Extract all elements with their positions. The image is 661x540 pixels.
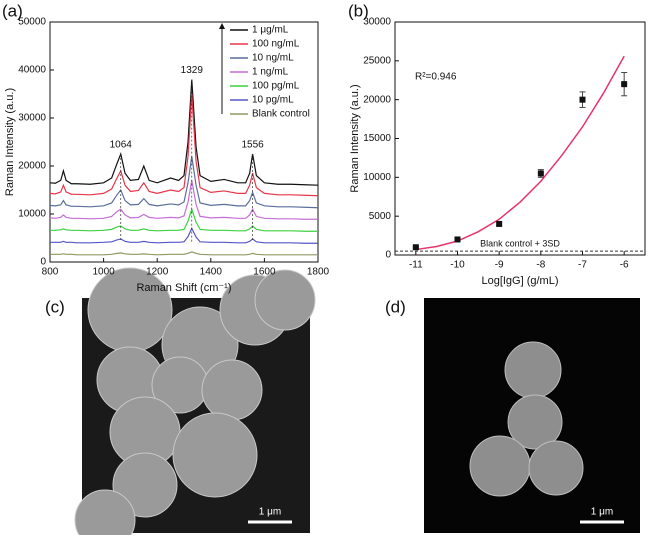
y-tick-label: 40000 [18, 65, 46, 76]
y-tick-label: 10000 [18, 209, 46, 220]
legend-label: 1 μg/mL [252, 25, 289, 36]
spectrum [49, 93, 319, 197]
legend-label: 10 pg/mL [252, 95, 294, 106]
x-tick-label: 1800 [307, 267, 330, 278]
point [621, 81, 628, 88]
legend-label: 10 ng/mL [252, 53, 294, 64]
point [454, 236, 461, 243]
x-axis-label: Raman Shift (cm⁻¹) [136, 282, 231, 294]
y-tick-label: 10000 [363, 172, 391, 183]
y-axis-label: Raman Intensity (a.u.) [349, 84, 361, 192]
y-tick-label: 25000 [363, 55, 391, 66]
spectrum [50, 207, 318, 232]
y-tick-label: 5000 [369, 211, 392, 222]
spectrum [50, 251, 318, 256]
spectrum [49, 156, 319, 209]
peak-label: 1329 [181, 65, 204, 76]
x-tick-label: -6 [620, 260, 629, 271]
y-tick-label: 20000 [18, 161, 46, 172]
x-tick-label: -8 [536, 260, 545, 271]
y-axis-label: Raman Intensity (a.u.) [4, 88, 16, 196]
panel-label: (c) [45, 297, 65, 316]
x-tick-label: -9 [495, 260, 504, 271]
sem-image: 1 μm [424, 298, 640, 533]
y-tick-label: 15000 [363, 133, 391, 144]
x-tick-label: -7 [578, 260, 587, 271]
x-tick-label: 1200 [146, 267, 169, 278]
legend-arrowhead [219, 23, 225, 29]
y-tick-label: 20000 [363, 94, 391, 105]
x-axis-label: Log[IgG] (g/mL) [481, 275, 558, 287]
fit-curve [415, 55, 625, 251]
x-tick-label: -11 [409, 260, 423, 271]
plot-frame [49, 21, 319, 263]
sem-image: 1 μm [74, 267, 316, 540]
y-tick-label: 0 [40, 257, 46, 268]
point [496, 220, 503, 227]
x-tick-label: 1000 [92, 267, 115, 278]
legend-label: 1 ng/mL [252, 67, 289, 78]
panel-label: (d) [385, 297, 406, 316]
x-tick-label: 1600 [253, 267, 276, 278]
legend-label: 100 ng/mL [252, 39, 300, 50]
spectrum [49, 180, 318, 220]
legend-label: Blank control [252, 109, 310, 120]
scale-bar-label: 1 μm [259, 507, 281, 518]
point [579, 96, 586, 103]
point [412, 244, 419, 251]
peak-label: 1556 [241, 140, 264, 151]
x-tick-label: 1400 [200, 267, 223, 278]
plot-frame [394, 21, 646, 256]
x-tick-label: 800 [42, 267, 59, 278]
y-tick-label: 30000 [363, 17, 391, 28]
r-squared: R²=0.946 [415, 72, 457, 83]
y-tick-label: 50000 [18, 17, 46, 28]
panel-label: (a) [2, 1, 23, 20]
point [537, 170, 544, 177]
peak-label: 1064 [110, 140, 133, 151]
x-tick-label: -10 [450, 260, 465, 271]
blank-label: Blank control + 3SD [480, 238, 560, 248]
y-tick-label: 30000 [18, 113, 46, 124]
panel-label: (b) [348, 1, 369, 20]
y-tick-label: 0 [385, 250, 391, 261]
legend-label: 100 pg/mL [252, 81, 300, 92]
scale-bar-label: 1 μm [591, 507, 613, 518]
